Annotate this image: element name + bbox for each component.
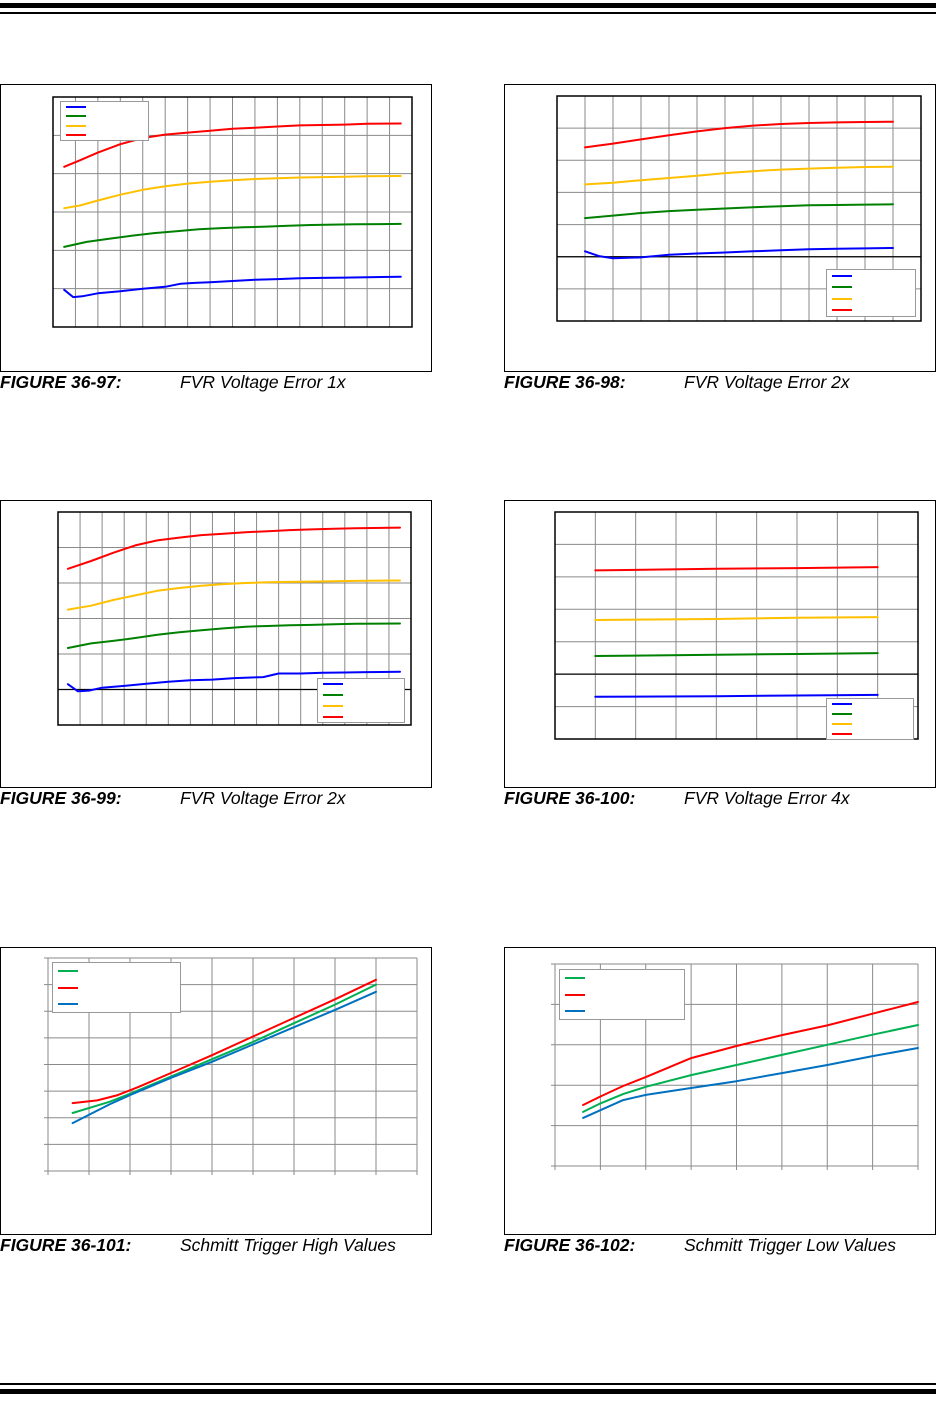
chart-legend — [826, 698, 914, 740]
legend-swatch — [66, 124, 86, 127]
series-line — [594, 616, 879, 621]
legend-swatch — [58, 970, 78, 973]
figure-number: FIGURE 36-99: — [0, 788, 122, 808]
chart-legend — [52, 962, 181, 1013]
chart-legend — [826, 269, 916, 317]
figure-title: FVR Voltage Error 4x — [684, 788, 850, 808]
series-line — [63, 222, 402, 248]
series-line — [71, 978, 377, 1105]
chart-fvr-1x — [52, 96, 413, 328]
legend-swatch — [832, 713, 852, 715]
figure-98-frame — [504, 84, 936, 372]
series-line — [584, 165, 894, 186]
legend-swatch — [832, 309, 852, 312]
figure-100-frame — [504, 500, 936, 788]
series-line — [584, 247, 894, 260]
series-line — [582, 1047, 919, 1119]
plot-border — [52, 96, 413, 328]
legend-swatch — [832, 297, 852, 300]
series-line — [582, 1001, 919, 1106]
chart-legend — [60, 101, 149, 141]
series-line — [71, 990, 377, 1125]
series-line — [66, 622, 401, 649]
figure-number: FIGURE 36-100: — [504, 788, 636, 808]
series-line — [71, 983, 377, 1114]
legend-swatch — [832, 733, 852, 735]
chart-legend — [559, 969, 685, 1020]
figure-number: FIGURE 36-101: — [0, 1235, 132, 1255]
legend-swatch — [66, 105, 86, 108]
series-line — [66, 526, 401, 570]
series-line — [63, 175, 402, 210]
legend-swatch — [565, 977, 585, 980]
bottom-thin-rule — [0, 1383, 936, 1385]
series-line — [66, 579, 401, 611]
series-line — [594, 652, 879, 657]
series-line — [63, 122, 402, 168]
series-line — [63, 275, 402, 299]
legend-swatch — [832, 286, 852, 289]
series-line — [594, 566, 879, 572]
chart-fvr-4x — [554, 511, 919, 740]
legend-swatch — [66, 134, 86, 137]
figure-title: FVR Voltage Error 2x — [180, 788, 346, 808]
legend-swatch — [323, 683, 343, 686]
figure-title: FVR Voltage Error 2x — [684, 372, 850, 392]
top-thick-rule — [0, 3, 936, 8]
figure-title: FVR Voltage Error 1x — [180, 372, 346, 392]
legend-swatch — [832, 723, 852, 725]
series-line — [66, 670, 401, 693]
chart-fvr-2x-a — [556, 95, 922, 322]
top-thin-rule — [0, 12, 936, 14]
plot-border — [57, 511, 412, 726]
figure-number: FIGURE 36-97: — [0, 372, 122, 392]
chart-legend — [317, 678, 405, 723]
legend-swatch — [832, 703, 852, 705]
legend-swatch — [58, 1002, 78, 1005]
legend-swatch — [323, 694, 343, 697]
legend-swatch — [565, 1009, 585, 1012]
figure-number: FIGURE 36-98: — [504, 372, 626, 392]
bottom-thick-rule — [0, 1389, 936, 1394]
legend-swatch — [832, 274, 852, 277]
series-line — [584, 120, 894, 149]
figure-number: FIGURE 36-102: — [504, 1235, 636, 1255]
series-line — [582, 1024, 919, 1113]
figure-title: Schmitt Trigger High Values — [180, 1235, 396, 1255]
legend-swatch — [565, 993, 585, 996]
plot-border — [556, 95, 922, 322]
plot-border — [554, 511, 919, 740]
chart-schmitt-high — [44, 957, 418, 1175]
chart-fvr-2x-b — [57, 511, 412, 726]
legend-swatch — [323, 715, 343, 718]
series-line — [584, 203, 894, 220]
series-line — [594, 693, 879, 698]
legend-swatch — [58, 986, 78, 989]
figure-title: Schmitt Trigger Low Values — [684, 1235, 897, 1255]
legend-swatch — [66, 115, 86, 118]
legend-swatch — [323, 704, 343, 707]
